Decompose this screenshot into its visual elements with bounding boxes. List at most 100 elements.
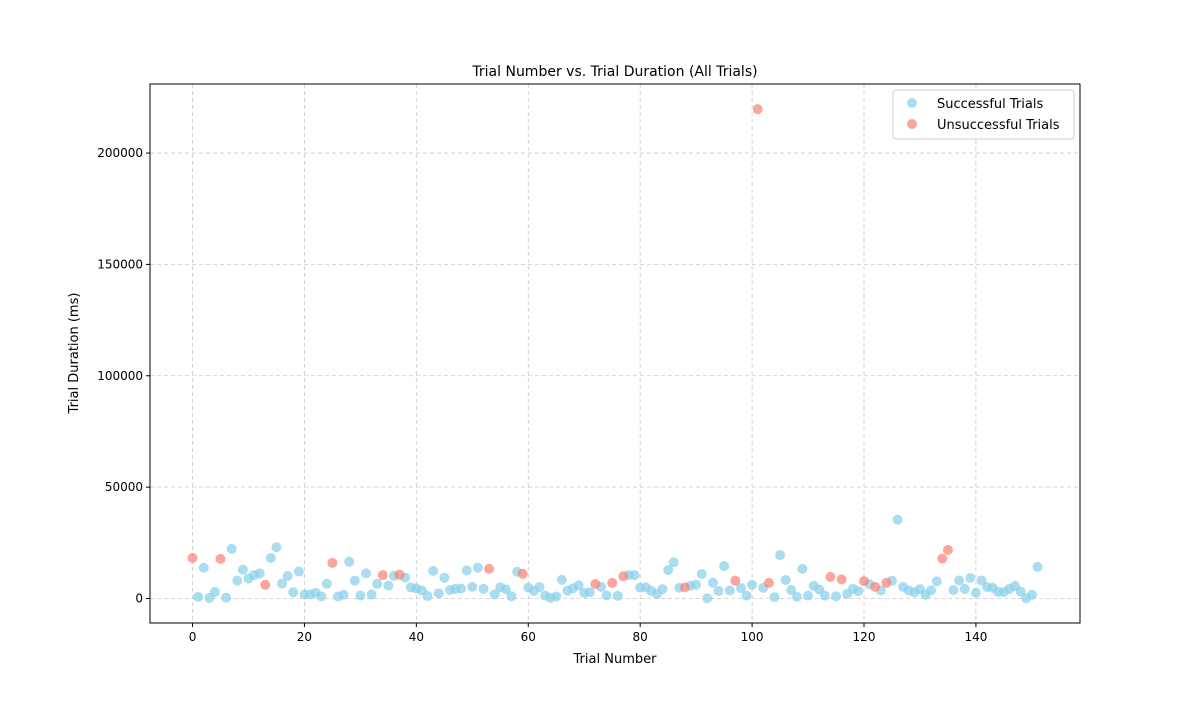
unsuccessful-trial-point <box>517 568 528 579</box>
successful-trial-point <box>853 586 864 597</box>
y-axis-label: Trial Duration (ms) <box>67 293 82 415</box>
successful-trial-point <box>663 564 674 575</box>
unsuccessful-trial-point <box>942 544 953 555</box>
unsuccessful-trial-point <box>590 579 601 590</box>
successful-trial-point <box>948 585 959 596</box>
successful-trial-point <box>288 587 299 598</box>
successful-trial-point <box>702 593 713 604</box>
successful-trial-point <box>926 585 937 596</box>
unsuccessful-trial-point <box>377 570 388 581</box>
successful-trial-point <box>271 542 282 553</box>
successful-trial-point <box>959 583 970 594</box>
successful-trial-point <box>456 583 467 594</box>
data-points <box>187 104 1043 604</box>
successful-trial-point <box>551 591 562 602</box>
grid-lines <box>150 84 1080 623</box>
legend: Successful Trials Unsuccessful Trials <box>892 89 1075 140</box>
y-tick-label: 50000 <box>105 480 143 494</box>
legend-marker-successful <box>907 98 917 108</box>
legend-label-unsuccessful: Unsuccessful Trials <box>937 118 1060 133</box>
successful-trial-point <box>954 575 965 586</box>
successful-trial-point <box>584 587 595 598</box>
successful-trial-point <box>198 562 209 573</box>
successful-trial-point <box>506 591 517 602</box>
successful-trial-point <box>344 556 355 567</box>
successful-trial-point <box>489 589 500 600</box>
successful-trial-point <box>237 564 248 575</box>
unsuccessful-trial-point <box>484 563 495 574</box>
unsuccessful-trial-point <box>679 582 690 593</box>
y-tick-label: 150000 <box>97 257 143 271</box>
plot-frame <box>149 83 1081 624</box>
successful-trial-point <box>931 576 942 587</box>
successful-trial-point <box>791 591 802 602</box>
successful-trial-point <box>819 590 830 601</box>
unsuccessful-trial-point <box>937 553 948 564</box>
unsuccessful-trial-point <box>730 575 741 586</box>
successful-trial-point <box>282 571 293 582</box>
unsuccessful-trial-point <box>260 579 271 590</box>
successful-trial-point <box>428 565 439 576</box>
x-tick-label: 120 <box>853 630 876 644</box>
unsuccessful-trial-point <box>187 552 198 563</box>
x-axis-label: Trial Number <box>573 652 658 667</box>
x-tick-label: 60 <box>521 630 536 644</box>
x-tick-label: 0 <box>189 630 197 644</box>
successful-trial-point <box>534 582 545 593</box>
successful-trial-point <box>786 585 797 596</box>
successful-trial-point <box>1015 586 1026 597</box>
successful-trial-point <box>472 562 483 573</box>
successful-trial-point <box>719 560 730 571</box>
successful-trial-point <box>439 572 450 583</box>
successful-trial-point <box>265 552 276 563</box>
successful-trial-point <box>209 587 220 598</box>
successful-trial-point <box>467 581 478 592</box>
chart-title: Trial Number vs. Trial Duration (All Tri… <box>471 64 757 80</box>
successful-trial-point <box>803 590 814 601</box>
successful-trial-point <box>629 570 640 581</box>
successful-trial-point <box>970 587 981 598</box>
unsuccessful-trial-point <box>825 571 836 582</box>
y-tick-label: 200000 <box>97 146 143 160</box>
successful-trial-point <box>769 592 780 603</box>
successful-trial-point <box>366 589 377 600</box>
successful-trial-point <box>741 590 752 601</box>
successful-trial-point <box>1026 589 1037 600</box>
successful-trial-point <box>372 578 383 589</box>
successful-trial-point <box>696 569 707 579</box>
unsuccessful-trial-point <box>215 553 226 564</box>
successful-trial-point <box>293 566 304 577</box>
y-tick-label: 100000 <box>97 369 143 383</box>
x-tick-label: 40 <box>409 630 424 644</box>
successful-trial-point <box>232 575 243 586</box>
successful-trial-point <box>775 550 786 561</box>
successful-trial-point <box>612 590 623 601</box>
legend-marker-unsuccessful <box>907 119 917 129</box>
successful-trial-point <box>747 579 758 590</box>
successful-trial-point <box>349 575 360 586</box>
successful-trial-point <box>657 584 668 595</box>
successful-trial-point <box>713 585 724 596</box>
unsuccessful-trial-point <box>752 104 763 115</box>
unsuccessful-trial-point <box>859 576 870 587</box>
successful-trial-point <box>500 584 511 595</box>
unsuccessful-trial-point <box>394 569 405 580</box>
successful-trial-point <box>976 575 987 586</box>
successful-trial-point <box>573 580 584 591</box>
successful-trial-point <box>360 568 371 579</box>
successful-trial-point <box>556 574 567 585</box>
unsuccessful-trial-point <box>881 577 892 588</box>
x-tick-label: 140 <box>964 630 987 644</box>
successful-trial-point <box>601 590 612 601</box>
successful-trial-point <box>193 591 204 602</box>
legend-box <box>892 89 1075 140</box>
successful-trial-point <box>461 565 472 576</box>
x-tick-label: 80 <box>633 630 648 644</box>
successful-trial-point <box>422 591 433 602</box>
successful-trial-point <box>316 591 327 602</box>
successful-trial-point <box>735 583 746 594</box>
successful-trial-point <box>707 577 718 588</box>
successful-trial-point <box>724 585 735 596</box>
